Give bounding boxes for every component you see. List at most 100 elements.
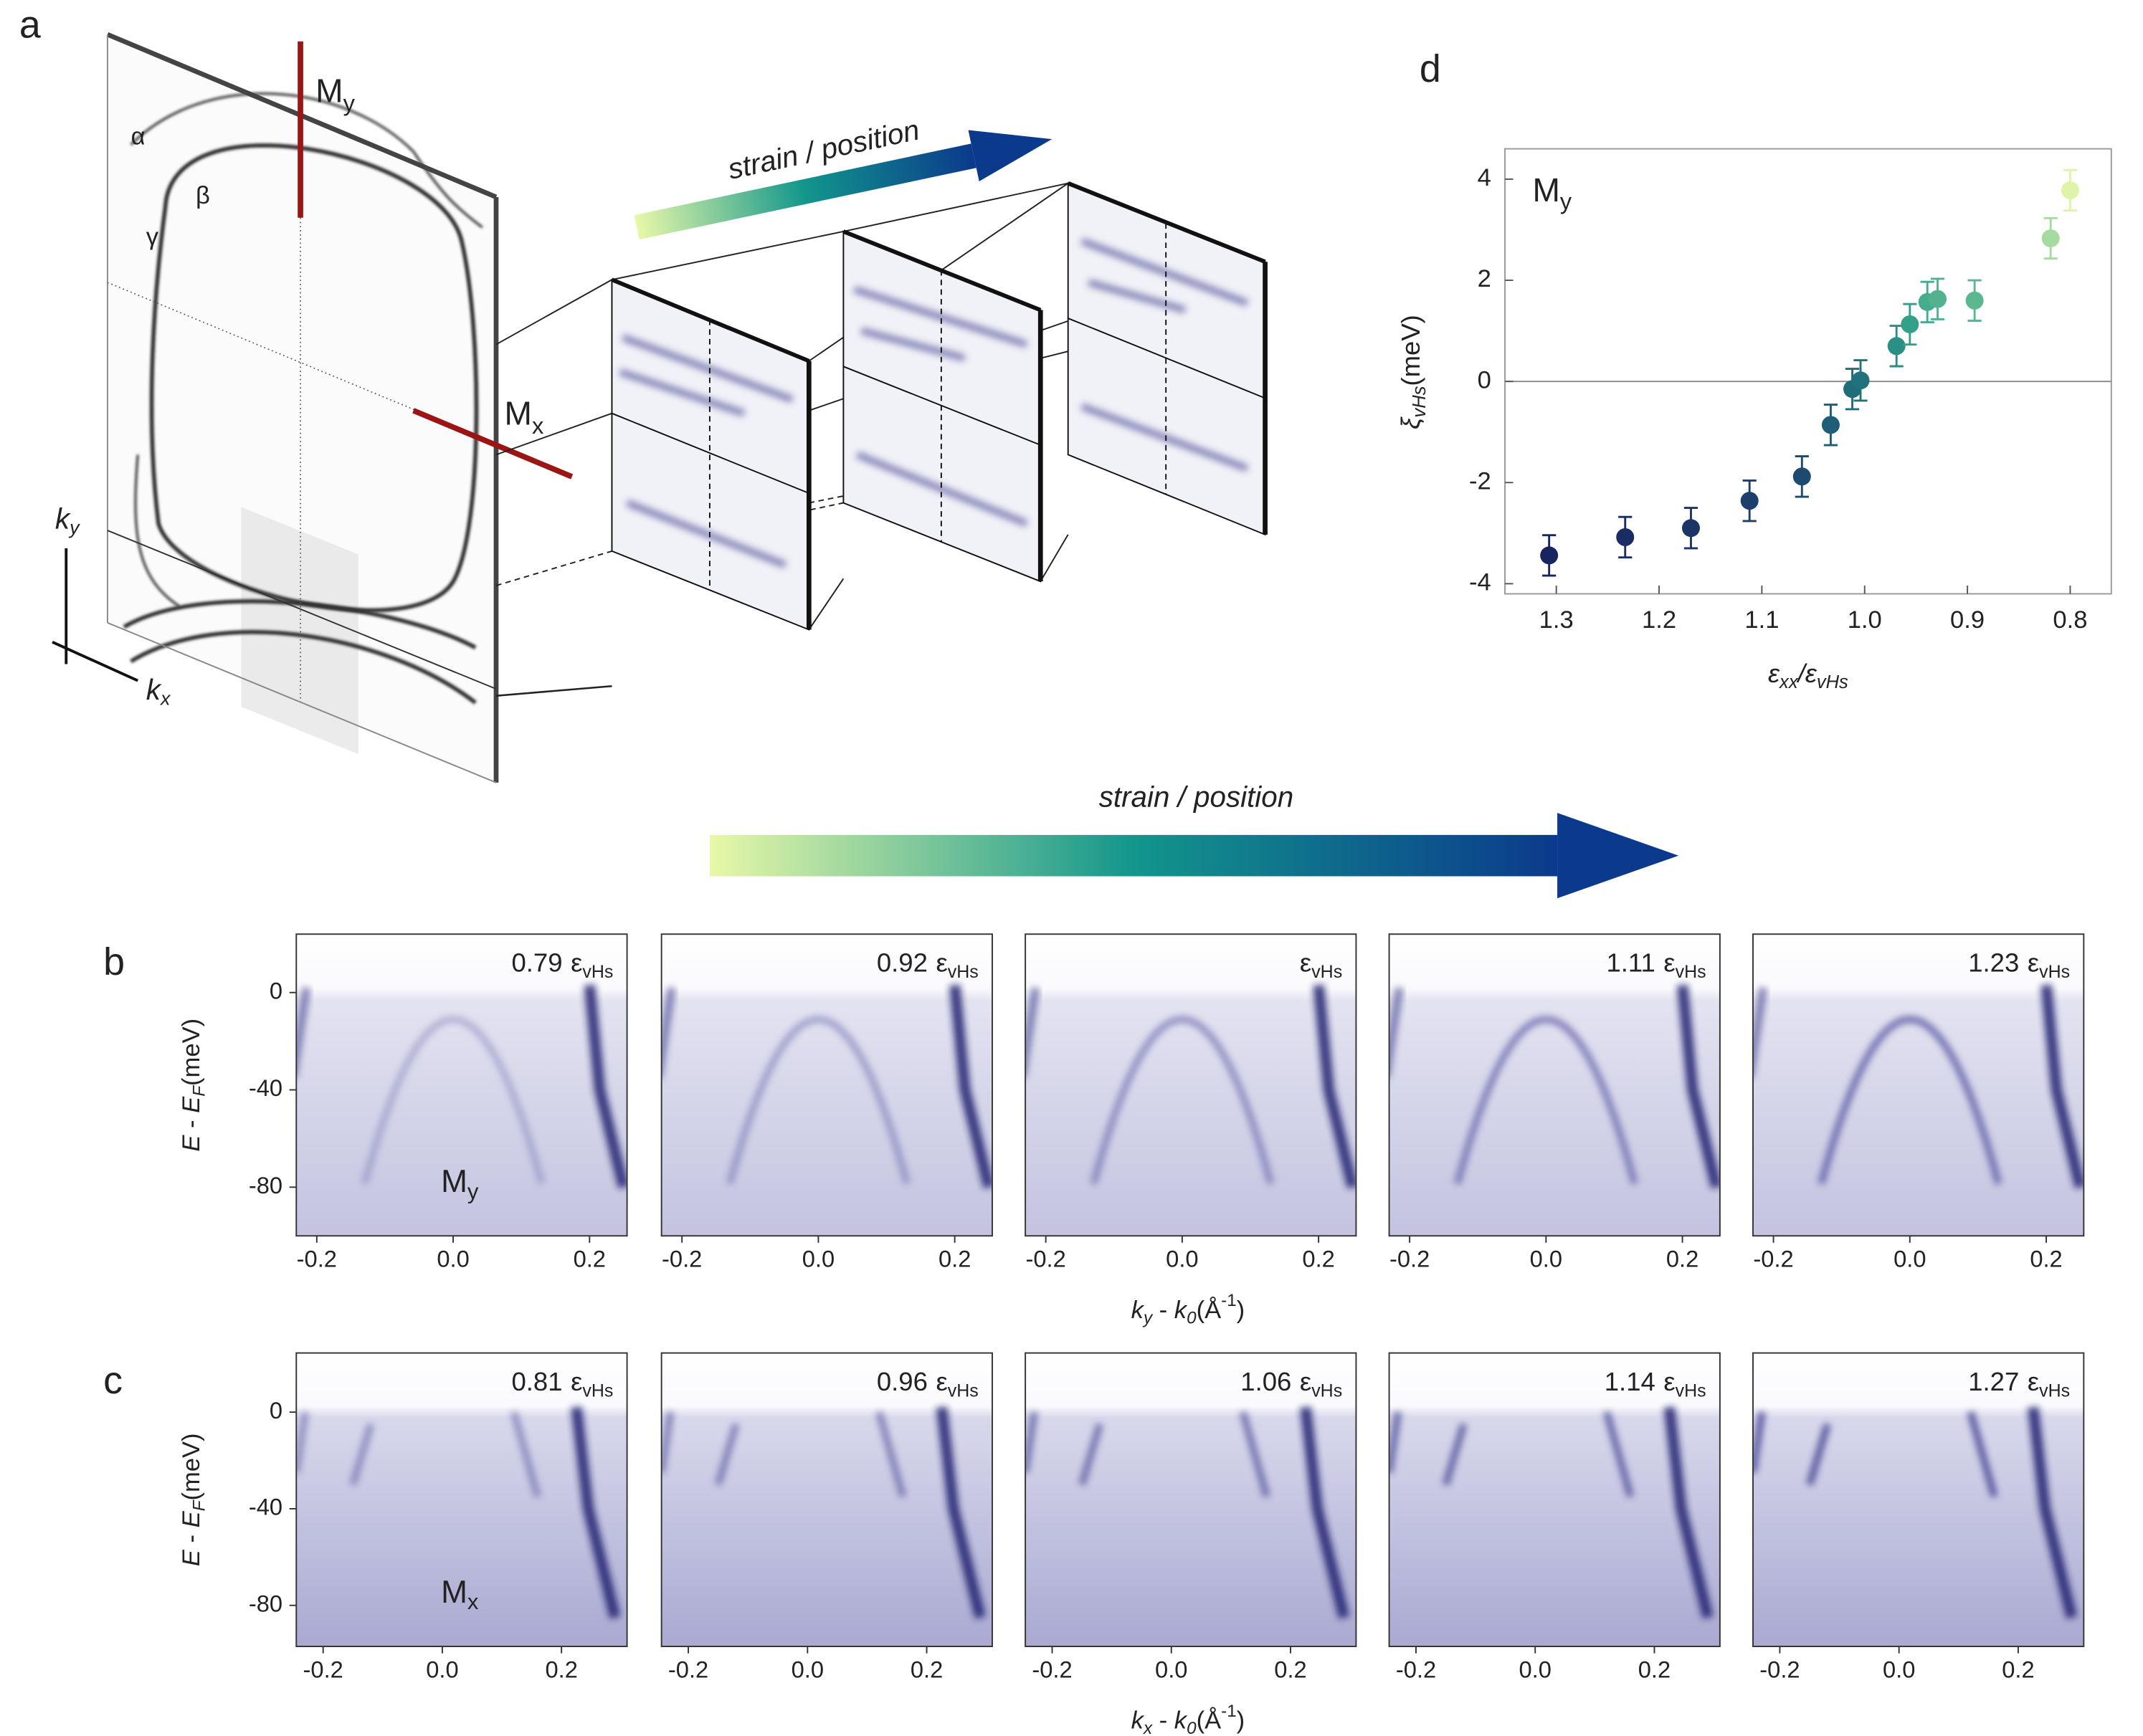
spectrum [1025, 934, 1356, 1236]
spectrum-bg [296, 1353, 627, 1647]
panel-annotation-part: vHs [2039, 962, 2070, 982]
spectrum [1389, 934, 1720, 1236]
band [2040, 984, 2084, 1189]
panel-annotation-part: vHs [1311, 962, 1342, 982]
arrow-label: strain / position [1099, 781, 1293, 814]
row-annotation-part: x [467, 1589, 479, 1614]
point [1792, 467, 1811, 486]
axis-sub: y [68, 517, 80, 538]
panel-annotation-part: ε [571, 948, 582, 977]
x-axis-label-part: x [1143, 1720, 1153, 1736]
cut-label: M [315, 72, 343, 110]
panel-annotation-part: 1.11 [1606, 948, 1655, 977]
panel-annotation: 1.23 εvHs [1968, 948, 2070, 981]
x-axis-label-part: (Å [1197, 1296, 1222, 1324]
panel-annotation: 1.27 εvHs [1968, 1367, 2070, 1401]
x-axis-label-part: vHs [1817, 672, 1848, 692]
panel-annotation: 1.11 εvHs [1606, 948, 1706, 981]
band [584, 984, 627, 1189]
spectrum [1025, 1353, 1356, 1647]
panel-annotation: 0.81 εvHs [511, 1367, 613, 1401]
spectrum-bg [1753, 934, 2084, 1236]
x-axis-label-part: ) [1237, 1297, 1245, 1324]
cut-label: Mx [505, 395, 544, 439]
panel-annotation-part: vHs [1676, 962, 1706, 982]
spectrum-frame [1752, 933, 2085, 1237]
x-tick-label: 0.2 [1302, 1245, 1334, 1272]
panel-annotation-part: 0.96 [877, 1367, 928, 1396]
spectrum-bg [1753, 1353, 2084, 1647]
panel-annotation-part: vHs [948, 962, 979, 982]
band [1090, 1016, 1275, 1185]
x-tick-label: 0.2 [2030, 1245, 2062, 1272]
x-tick-label: -0.2 [1389, 1245, 1430, 1272]
y-axis-label-part: E [178, 1549, 205, 1566]
point [1821, 416, 1840, 434]
slab [1067, 181, 1268, 536]
band [361, 1016, 546, 1185]
band [2028, 1406, 2078, 1619]
band [726, 1016, 911, 1185]
x-axis-label-part: -1 [1221, 1291, 1237, 1310]
panel-annotation: 0.79 εvHs [511, 948, 613, 981]
point [1887, 337, 1906, 356]
band [661, 1411, 906, 1498]
band [1676, 984, 1720, 1189]
y-axis-label-part: (meV) [1396, 315, 1425, 386]
annotation-part: M [1532, 171, 1559, 209]
y-axis-label-part: F [190, 1085, 209, 1097]
band [1025, 987, 1040, 1079]
cut-sub: x [532, 412, 543, 439]
y-axis-label-part: E [178, 1510, 205, 1527]
spectrum-frame [660, 933, 993, 1237]
x-axis-label-part: - [1152, 1707, 1174, 1735]
x-axis-label-part: k [1131, 1297, 1145, 1324]
x-tick-label: 0.0 [437, 1245, 469, 1272]
row-annotation-part: y [467, 1179, 479, 1204]
x-tick-label: 0.2 [939, 1245, 971, 1272]
panel-annotation-part: vHs [2039, 1380, 2070, 1401]
panel-annotation-part: vHs [582, 962, 613, 982]
spectrum-frame [1025, 1352, 1357, 1647]
y-tick-label: 0 [270, 1397, 282, 1423]
spectrum [661, 1353, 992, 1647]
row-annotation: My [441, 1164, 479, 1204]
x-axis-label-part: (Å [1197, 1707, 1222, 1735]
y-axis-label-part: (meV) [178, 1433, 205, 1500]
x-axis-label-part: ) [1237, 1707, 1245, 1735]
y-axis-label-part: E [178, 1096, 205, 1113]
panel-annotation: 0.96 εvHs [877, 1367, 979, 1401]
x-axis-label-part: 0 [1187, 1309, 1197, 1328]
band [296, 987, 311, 1079]
panel-annotation-part: ε [2028, 1367, 2039, 1396]
panel-a-diagram [52, 32, 1268, 783]
cut-label: M [505, 395, 532, 432]
band [1817, 1016, 2002, 1185]
x-tick-label: 0.0 [426, 1656, 458, 1682]
spectrum [1753, 1353, 2084, 1647]
x-axis-label-part: ε [1805, 659, 1817, 688]
panel-annotation-part: vHs [948, 1380, 979, 1401]
axis-label: ky [55, 502, 80, 538]
big-arrow [709, 813, 1679, 899]
point [1965, 291, 1984, 310]
cut-sub: y [343, 90, 356, 116]
x-tick-label: 1.3 [1539, 606, 1574, 634]
panel-annotation-part: ε [936, 948, 947, 977]
spectrum-frame [660, 1352, 993, 1647]
band [1454, 1016, 1638, 1185]
panel-annotation: 0.92 εvHs [877, 948, 979, 981]
spectrum-frame [1388, 933, 1721, 1237]
band [571, 1406, 621, 1619]
point [1540, 546, 1559, 565]
y-axis-label: E - EF(meV) [178, 1433, 209, 1566]
spectrum-frame [295, 933, 628, 1237]
band-label: α [131, 123, 146, 150]
x-tick-label: 1.1 [1744, 606, 1779, 634]
axis-label: k [146, 673, 162, 706]
annotation: My [1532, 171, 1572, 214]
y-tick-label: 2 [1478, 265, 1491, 292]
y-tick-label: -80 [249, 1590, 282, 1616]
spectrum-bg [1025, 1353, 1356, 1647]
point [1616, 528, 1635, 546]
